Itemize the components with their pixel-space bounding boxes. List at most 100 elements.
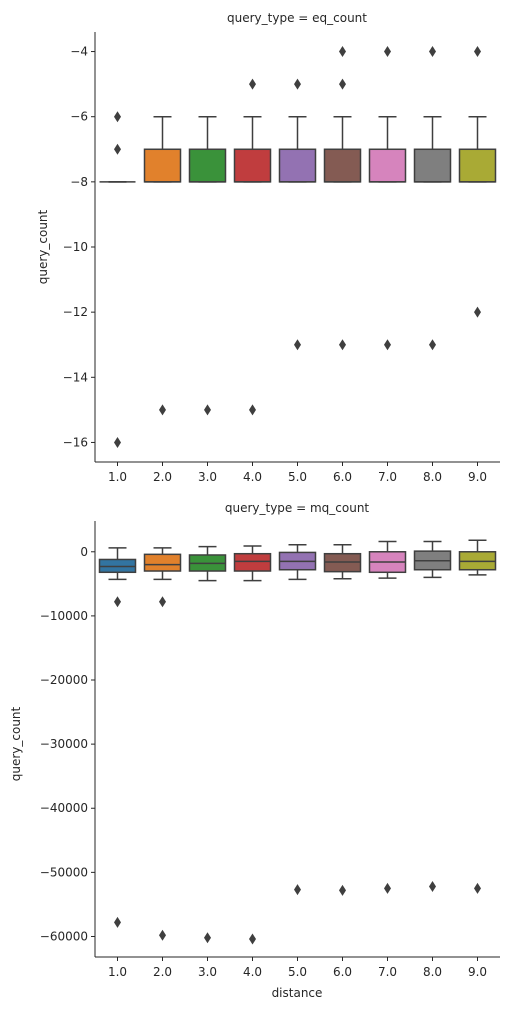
outlier-point (159, 404, 166, 416)
box-body (413, 148, 452, 183)
outlier-point (384, 882, 391, 894)
x-tick-label: 4.0 (243, 470, 262, 484)
outlier-point (114, 596, 121, 608)
box-6.0 (323, 46, 362, 351)
box-2.0 (143, 115, 182, 416)
box-body (278, 148, 317, 183)
box-7.0 (368, 540, 407, 894)
x-tick-label: 9.0 (468, 470, 487, 484)
outlier-point (294, 78, 301, 90)
box-8.0 (413, 46, 452, 351)
outlier-point (204, 932, 211, 944)
outlier-point (474, 882, 481, 894)
x-tick-label: 8.0 (423, 965, 442, 979)
boxes-eq-count (99, 46, 497, 448)
box-9.0 (458, 46, 497, 318)
outlier-point (339, 78, 346, 90)
x-tick-label: 1.0 (108, 470, 127, 484)
x-axis-label-distance: distance (272, 986, 323, 1000)
outlier-point (429, 46, 436, 58)
outlier-point (114, 143, 121, 155)
y-tick-label: −60000 (40, 929, 88, 943)
y-tick-label: −10 (63, 240, 88, 254)
box-body (143, 553, 182, 572)
outlier-point (249, 404, 256, 416)
x-tick-label: 8.0 (423, 470, 442, 484)
axes-mq-count: −60000 −50000 −40000 −30000 −20000 −10000 0 1.0… (40, 521, 500, 979)
box-1.0 (99, 111, 136, 448)
box-body (233, 552, 272, 572)
box-body (233, 148, 272, 183)
box-9.0 (458, 539, 497, 894)
x-tick-label: 2.0 (153, 470, 172, 484)
box-body (143, 148, 182, 183)
outlier-point (249, 78, 256, 90)
outlier-point (429, 880, 436, 892)
box-3.0 (188, 545, 227, 944)
eq-count-panel: query_type = eq_count query_count −16 −14… (36, 11, 500, 484)
outlier-point (384, 46, 391, 58)
axes-eq-count: −16 −14 −12 −10 −8 −6 −4 1.0 2.0 3.0 4.0 5.0 6.0 7.0 8… (63, 32, 500, 484)
panel-title-eq-count: query_type = eq_count (227, 11, 367, 25)
outlier-point (474, 306, 481, 318)
outlier-point (249, 933, 256, 945)
x-tick-label: 7.0 (378, 965, 397, 979)
x-tick-label: 3.0 (198, 965, 217, 979)
y-tick-label: 0 (80, 545, 88, 559)
box-1.0 (98, 547, 137, 928)
outlier-point (159, 596, 166, 608)
x-tick-label: 6.0 (333, 965, 352, 979)
box-6.0 (323, 543, 362, 896)
y-tick-label: −50000 (40, 865, 88, 879)
box-body (188, 148, 227, 183)
box-body (323, 148, 362, 183)
outlier-point (339, 884, 346, 896)
box-8.0 (413, 540, 452, 892)
box-4.0 (233, 545, 272, 945)
y-tick-label: −20000 (40, 673, 88, 687)
y-tick-label: −30000 (40, 737, 88, 751)
x-tick-label: 7.0 (378, 470, 397, 484)
box-5.0 (278, 543, 317, 896)
x-tick-label: 2.0 (153, 965, 172, 979)
y-tick-label: −8 (70, 175, 88, 189)
box-5.0 (278, 78, 317, 351)
outlier-point (384, 339, 391, 351)
y-tick-label: −6 (70, 110, 88, 124)
x-tick-label: 4.0 (243, 965, 262, 979)
box-2.0 (143, 547, 182, 941)
outlier-point (339, 339, 346, 351)
outlier-point (429, 339, 436, 351)
y-tick-label: −4 (70, 45, 88, 59)
y-axis-label-mq-count: query_count (9, 706, 23, 781)
outlier-point (159, 929, 166, 941)
y-axis-label-eq-count: query_count (36, 209, 50, 284)
outlier-point (294, 884, 301, 896)
boxes-mq-count (98, 539, 497, 945)
x-tick-label: 3.0 (198, 470, 217, 484)
box-4.0 (233, 78, 272, 416)
box-body (368, 148, 407, 183)
y-tick-label: −14 (63, 370, 88, 384)
outlier-point (114, 436, 121, 448)
x-tick-label: 5.0 (288, 470, 307, 484)
y-tick-label: −16 (63, 435, 88, 449)
box-body (458, 148, 497, 183)
y-tick-label: −40000 (40, 801, 88, 815)
x-tick-label: 6.0 (333, 470, 352, 484)
box-3.0 (188, 115, 227, 416)
y-tick-label: −10000 (40, 609, 88, 623)
x-tick-label: 1.0 (108, 965, 127, 979)
outlier-point (114, 916, 121, 928)
outlier-point (474, 46, 481, 58)
x-tick-label: 9.0 (468, 965, 487, 979)
mq-count-panel: query_type = mq_count query_count distan… (9, 501, 500, 1000)
panel-title-mq-count: query_type = mq_count (225, 501, 370, 515)
box-7.0 (368, 46, 407, 351)
outlier-point (114, 111, 121, 123)
x-tick-label: 5.0 (288, 965, 307, 979)
outlier-point (294, 339, 301, 351)
y-tick-label: −12 (63, 305, 88, 319)
outlier-point (204, 404, 211, 416)
